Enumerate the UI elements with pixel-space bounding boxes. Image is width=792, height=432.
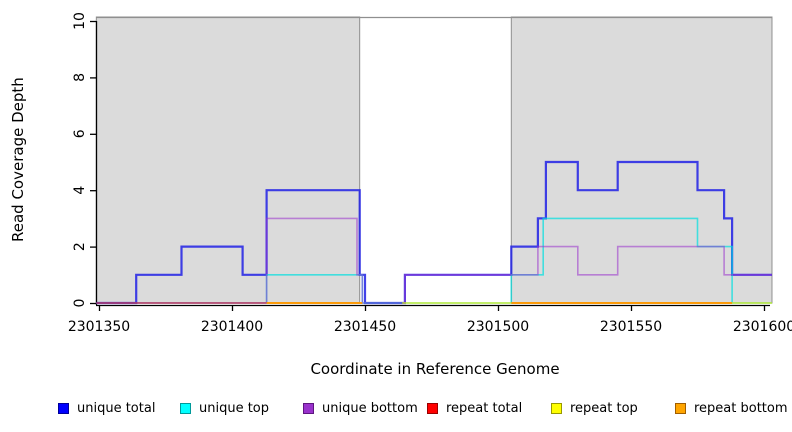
legend-swatch-repeat-bottom	[675, 402, 686, 414]
y-tick-label: 10	[72, 12, 88, 30]
x-tick-label: 2301450	[334, 319, 396, 335]
legend-item-repeat-total: repeat total	[427, 398, 522, 418]
legend-item-repeat-top: repeat top	[551, 398, 638, 418]
legend-label: unique top	[199, 400, 270, 416]
y-tick-label: 2	[72, 242, 88, 251]
x-tick-label: 2301600	[733, 319, 792, 335]
series-unique-total	[96, 160, 772, 305]
x-axis-title: Coordinate in Reference Genome	[310, 360, 560, 378]
legend-swatch-unique-bottom	[303, 402, 314, 414]
series-unique-bottom	[96, 217, 772, 304]
legend-swatch-unique-top	[180, 402, 191, 414]
y-axis-title: Read Coverage Depth	[9, 77, 27, 242]
legend-label: repeat total	[446, 400, 523, 416]
legend-label: repeat top	[570, 400, 638, 416]
y-tick-label: 8	[72, 73, 88, 82]
legend-item-unique-top: unique top	[180, 398, 269, 418]
legend-swatch-repeat-top	[551, 402, 562, 414]
background-region-1	[95, 16, 361, 304]
y-tick-label: 6	[72, 129, 88, 138]
legend-label: unique total	[77, 400, 156, 416]
x-tick-label: 2301350	[68, 319, 130, 335]
legend-swatch-repeat-total	[427, 402, 438, 414]
x-tick-label: 2301400	[201, 319, 263, 335]
background-region-2	[510, 16, 773, 304]
legend: unique total unique top unique bottom repea…	[0, 398, 792, 420]
legend-label: unique bottom	[322, 400, 418, 416]
legend-item-unique-total: unique total	[58, 398, 155, 418]
legend-label: repeat bottom	[694, 400, 788, 416]
legend-item-unique-bottom: unique bottom	[303, 398, 418, 418]
x-tick-label: 2301500	[467, 319, 529, 335]
y-tick-label: 0	[72, 299, 88, 308]
y-tick-label: 4	[72, 186, 88, 195]
legend-item-repeat-bottom: repeat bottom	[675, 398, 788, 418]
legend-swatch-unique-total	[58, 402, 69, 414]
x-tick-label: 2301550	[600, 319, 662, 335]
